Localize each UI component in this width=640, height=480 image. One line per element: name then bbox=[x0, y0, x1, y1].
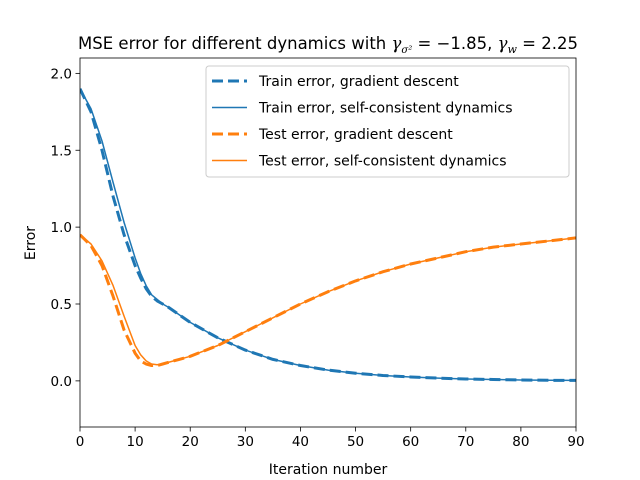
y-tick-label: 1.5 bbox=[51, 143, 72, 159]
x-axis-label: Iteration number bbox=[269, 462, 388, 478]
title-gamma-2: γ bbox=[498, 34, 508, 53]
x-tick-label: 60 bbox=[402, 434, 419, 450]
y-tick-label: 0.5 bbox=[51, 297, 72, 313]
x-tick-label: 70 bbox=[457, 434, 474, 450]
title-gamma-1-sub: σ² bbox=[401, 45, 412, 56]
legend-label-4: Test error, self-consistent dynamics bbox=[258, 154, 507, 170]
title-eq-2: = 2.25 bbox=[517, 34, 578, 53]
x-tick-label: 20 bbox=[182, 434, 199, 450]
series-line-4 bbox=[80, 234, 576, 366]
legend: Train error, gradient descent Train error… bbox=[205, 65, 570, 178]
title-prefix: MSE error for different dynamics with bbox=[78, 34, 391, 53]
legend-box bbox=[205, 65, 570, 178]
x-tick-label: 30 bbox=[237, 434, 254, 450]
plot-area: 0 10 20 30 40 50 60 70 80 90 0.0 0.5 1.0 1.5 2.0 bbox=[51, 57, 585, 450]
x-tick-label: 50 bbox=[347, 434, 364, 450]
y-tick-label: 2.0 bbox=[51, 66, 72, 82]
legend-label-2: Train error, self-consistent dynamics bbox=[258, 101, 513, 117]
x-tick-label: 0 bbox=[76, 434, 85, 450]
title-gamma-2-sub: w bbox=[507, 43, 517, 56]
series-line-2 bbox=[80, 88, 576, 382]
legend-label-1: Train error, gradient descent bbox=[258, 74, 459, 90]
x-tick-label: 90 bbox=[567, 434, 584, 450]
title-gamma-1: γ bbox=[392, 34, 402, 53]
chart-title: MSE error for different dynamics with γσ… bbox=[78, 34, 578, 56]
axes-frame bbox=[79, 57, 577, 428]
series-lines bbox=[80, 88, 576, 382]
y-tick-label: 1.0 bbox=[51, 220, 72, 236]
legend-label-3: Test error, gradient descent bbox=[258, 127, 453, 143]
x-tick-label: 40 bbox=[292, 434, 309, 450]
y-axis-label: Error bbox=[23, 226, 39, 260]
title-eq-1: = −1.85, bbox=[412, 34, 497, 53]
x-tick-label: 10 bbox=[127, 434, 144, 450]
x-tick-label: 80 bbox=[512, 434, 529, 450]
y-tick-label: 0.0 bbox=[51, 374, 72, 390]
